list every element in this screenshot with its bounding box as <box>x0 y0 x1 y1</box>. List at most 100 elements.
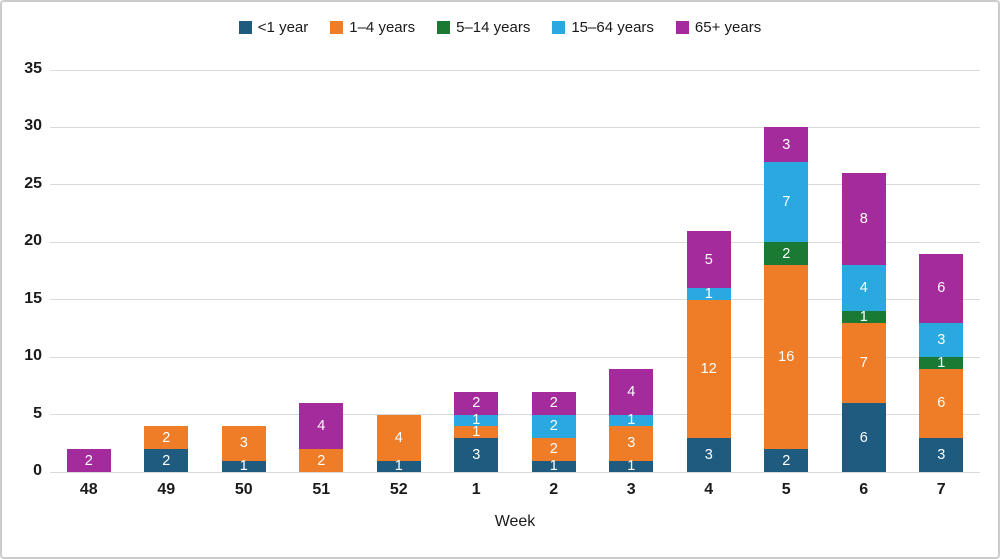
legend-label: <1 year <box>257 19 309 36</box>
bar-slot: 3 12 1 5 <box>670 70 748 472</box>
legend-label: 15–64 years <box>571 19 654 36</box>
gridline <box>50 471 980 473</box>
bar-segment: 5 <box>686 230 731 289</box>
legend-label: 65+ years <box>694 19 762 36</box>
bar-segment: 2 <box>531 391 576 415</box>
stacked-bar-week-4: 3 12 1 5 <box>686 70 731 472</box>
stacked-bar-week-5: 2 16 2 7 3 <box>764 70 809 472</box>
bar-segment: 1 <box>841 310 886 324</box>
bar-segment: 6 <box>919 368 964 438</box>
legend-swatch-icon <box>330 21 344 34</box>
bar-segment: 2 <box>144 449 189 472</box>
y-tick-label: 15 <box>24 289 42 307</box>
x-tick-label: 49 <box>157 481 176 498</box>
bar-segment: 3 <box>919 437 964 472</box>
bar-segment: 16 <box>764 265 809 450</box>
bar-segment: 3 <box>221 426 266 461</box>
y-tick-label: 0 <box>33 462 42 479</box>
y-tick-label: 10 <box>24 347 42 365</box>
y-tick-label: 25 <box>24 174 42 192</box>
gridline <box>50 299 980 301</box>
legend-item: <1 year <box>238 19 309 36</box>
bar-segment: 4 <box>841 265 886 312</box>
legend-item: 65+ years <box>675 19 762 36</box>
x-tick-label: 3 <box>626 481 636 498</box>
gridline <box>50 184 980 186</box>
bar-segment: 4 <box>299 403 344 450</box>
bar-segment: 3 <box>609 426 654 461</box>
gridline <box>50 241 980 243</box>
x-tick-label: 51 <box>312 481 331 498</box>
gridline <box>50 356 980 358</box>
x-tick-label: 5 <box>781 481 791 498</box>
bar-segment: 3 <box>686 437 731 472</box>
y-tick-label: 35 <box>24 60 42 77</box>
y-tick-label: 5 <box>33 404 42 422</box>
bar-segment: 4 <box>376 414 421 461</box>
x-axis-title: Week <box>494 513 536 530</box>
gridline <box>50 126 980 128</box>
bar-segment: 3 <box>454 437 499 472</box>
bar-segment: 1 <box>454 413 499 428</box>
x-axis-ticks: 48 49 50 51 52 1 2 3 4 5 6 7 <box>50 482 980 498</box>
legend-label: 5–14 years <box>456 19 531 36</box>
x-tick-label: 6 <box>859 481 869 498</box>
stacked-bar-week-48: 2 <box>66 70 111 472</box>
bar-segment: 2 <box>66 449 111 472</box>
bar-segment: 1 <box>609 413 654 428</box>
bar-segment: 1 <box>376 459 421 474</box>
bar-segment: 2 <box>764 242 809 266</box>
x-tick-label: 52 <box>389 481 408 498</box>
bar-segment: 2 <box>454 391 499 415</box>
bar-segment: 1 <box>531 459 576 474</box>
legend-swatch-icon <box>675 21 689 34</box>
bar-slot: 2 <box>50 70 128 472</box>
bar-segment: 2 <box>764 449 809 472</box>
bar-slot: 2 16 2 7 3 <box>748 70 826 472</box>
legend-item: 5–14 years <box>437 20 530 35</box>
bar-segment: 6 <box>919 253 964 323</box>
y-tick-label: 20 <box>24 232 42 250</box>
legend-item: 1–4 years <box>330 20 415 35</box>
bar-segment: 4 <box>609 368 654 415</box>
bar-segment: 2 <box>531 414 576 438</box>
gridline <box>50 414 980 416</box>
bar-segment: 1 <box>686 287 731 301</box>
plot-area: 0 5 10 15 20 25 30 35 2 2 2 1 3 2 4 1 4 3 1 1 2 1 2 2 2 1 3 1 4 3 12 1 5… <box>24 61 981 479</box>
bar-segment: 1 <box>221 459 266 474</box>
bar-segment: 1 <box>919 356 964 370</box>
legend-label: 1–4 years <box>349 19 416 36</box>
bar-segment: 3 <box>764 127 809 162</box>
bar-segment: 8 <box>841 173 886 266</box>
bar-segment: 2 <box>299 449 344 472</box>
gridline <box>50 69 980 71</box>
bar-segment: 2 <box>144 426 189 450</box>
x-tick-label: 48 <box>79 481 98 498</box>
bar-segment: 7 <box>764 161 809 243</box>
x-tick-label: 7 <box>936 481 946 498</box>
bar-segment: 7 <box>841 322 886 404</box>
x-tick-label: 4 <box>704 481 714 498</box>
legend-item: 15–64 years <box>552 20 654 35</box>
legend-swatch-icon <box>552 21 566 34</box>
bars-layer: 2 2 2 1 3 2 4 1 4 3 1 1 2 1 2 2 2 1 3 1 4 3 12 1 5 2 16 2 7 3 6 7 1 4 8 3 6 1… <box>50 70 981 474</box>
chart-legend: <1 year 1–4 years 5–14 years 15–64 years 65+… <box>2 20 998 35</box>
